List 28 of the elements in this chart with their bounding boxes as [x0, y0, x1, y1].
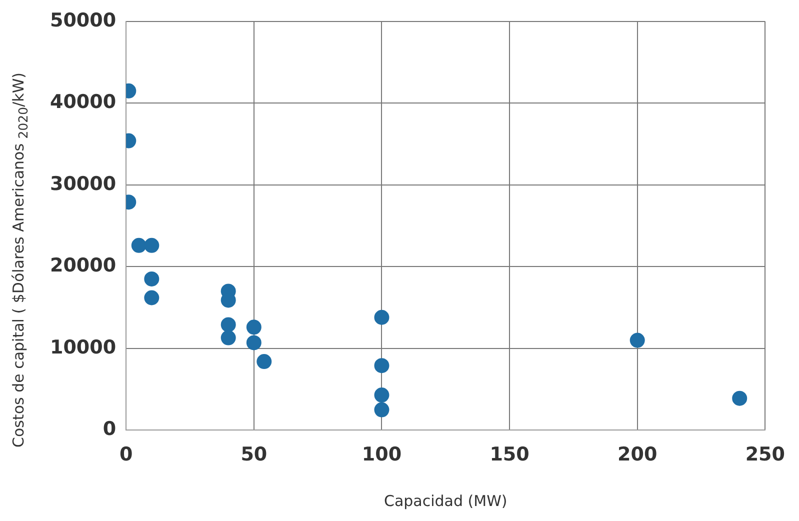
point [144, 238, 160, 253]
y-tick-label: 30000 [50, 172, 116, 195]
x-tick-label: 100 [362, 444, 402, 466]
y-tick-label: 10000 [50, 336, 116, 358]
point [630, 332, 645, 348]
point [220, 330, 236, 346]
point [374, 358, 390, 374]
y-tick-label: 0 [102, 418, 116, 440]
point [374, 402, 390, 418]
point [144, 271, 160, 286]
point [246, 320, 262, 335]
x-tick-label: 250 [745, 444, 786, 466]
point [374, 310, 390, 325]
point [220, 317, 236, 332]
point [374, 388, 390, 403]
x-tick-label: 150 [490, 444, 530, 466]
y-tick-label: 40000 [50, 91, 116, 114]
point [144, 290, 160, 306]
point [256, 354, 272, 370]
x-tick-label: 200 [618, 444, 658, 466]
x-tick-label: 0 [119, 444, 133, 466]
point [131, 238, 146, 253]
x-axis-title: Capacidad (MW) [384, 492, 508, 510]
point [246, 335, 262, 350]
x-tick-label: 50 [240, 444, 268, 466]
y-tick-label: 20000 [50, 254, 116, 277]
point [732, 390, 748, 406]
y-tick-label: 50000 [50, 9, 116, 32]
